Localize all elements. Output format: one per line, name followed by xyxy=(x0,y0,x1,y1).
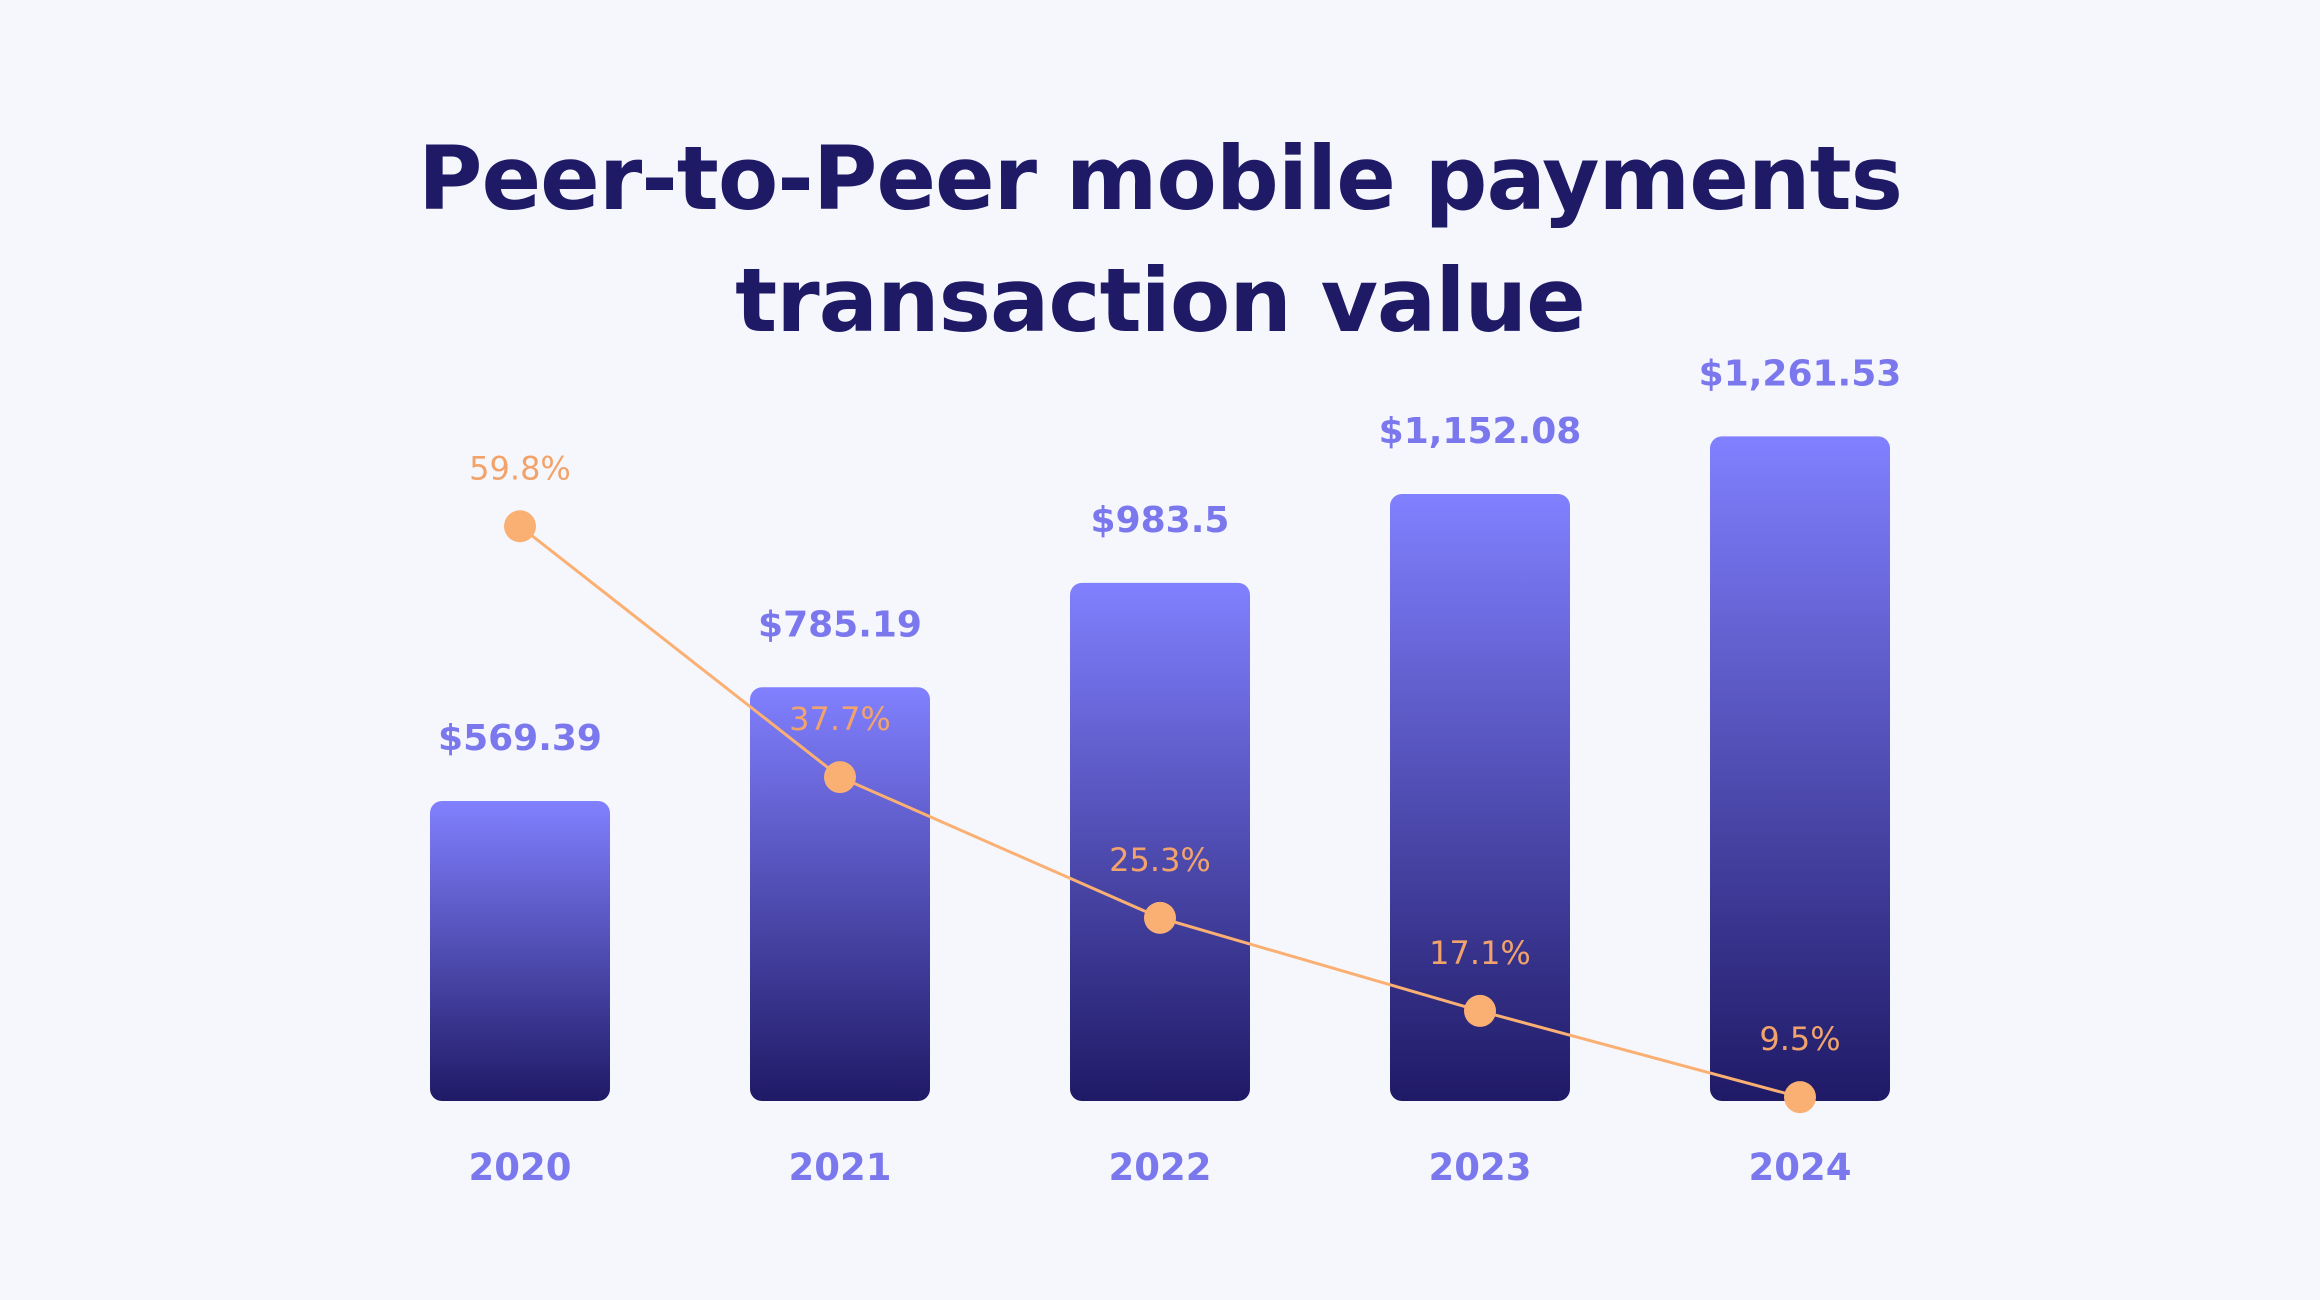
growth-label-2020: 59.8% xyxy=(469,449,571,487)
chart-title: Peer-to-Peer mobile payments transaction… xyxy=(0,118,2320,362)
growth-label-2021: 37.7% xyxy=(789,700,891,738)
bar-value-label-2023: $1,152.08 xyxy=(1379,411,1582,452)
x-tick-label-2020: 2020 xyxy=(469,1146,572,1189)
x-tick-label-2023: 2023 xyxy=(1429,1146,1532,1189)
bar-2020 xyxy=(430,801,610,1101)
bar-value-label-2024: $1,261.53 xyxy=(1699,353,1902,394)
x-tick-label-2022: 2022 xyxy=(1109,1146,1212,1189)
chart-title-line-2: transaction value xyxy=(735,249,1586,352)
growth-point-2024 xyxy=(1784,1081,1816,1114)
growth-point-2020 xyxy=(504,510,536,543)
growth-point-2021 xyxy=(824,761,856,794)
growth-label-2024: 9.5% xyxy=(1759,1020,1840,1058)
growth-point-2022 xyxy=(1144,901,1176,934)
bars-layer xyxy=(430,436,1890,1101)
growth-label-2023: 17.1% xyxy=(1429,934,1531,972)
bar-value-label-2021: $785.19 xyxy=(758,604,922,645)
growth-label-2022: 25.3% xyxy=(1109,841,1211,879)
growth-point-2023 xyxy=(1464,994,1496,1027)
bar-2024 xyxy=(1710,436,1890,1101)
growth-line-layer xyxy=(504,510,1816,1114)
bar-value-label-2020: $569.39 xyxy=(438,718,602,759)
chart-title-line-1: Peer-to-Peer mobile payments xyxy=(417,127,1903,230)
bar-2021 xyxy=(750,687,930,1101)
labels-layer: $569.39 2020 $785.19 2021 $983.5 2022 $1,152.0… xyxy=(438,353,1901,1189)
x-tick-label-2024: 2024 xyxy=(1749,1146,1852,1189)
x-tick-label-2021: 2021 xyxy=(789,1146,892,1189)
bar-2023 xyxy=(1390,493,1570,1101)
bar-value-label-2022: $983.5 xyxy=(1091,500,1230,541)
bar-2022 xyxy=(1070,582,1250,1101)
